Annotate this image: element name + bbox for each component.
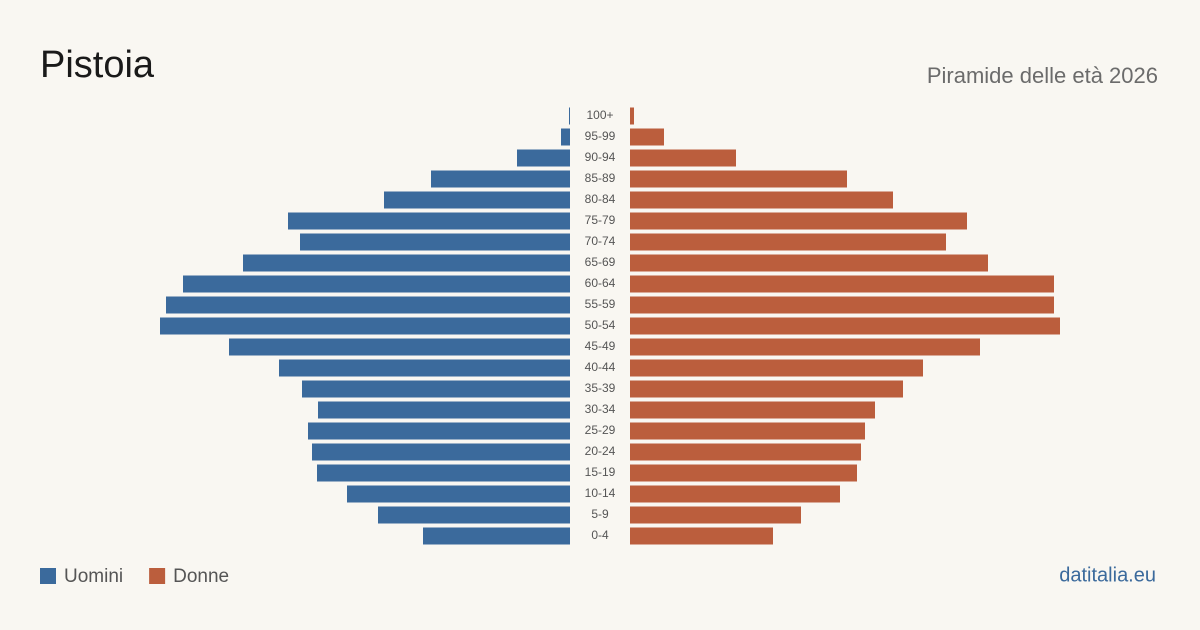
bar bbox=[302, 380, 570, 398]
age-label: 95-99 bbox=[585, 129, 616, 143]
bar bbox=[561, 128, 570, 146]
bar bbox=[347, 485, 570, 503]
bar bbox=[630, 128, 664, 146]
bar bbox=[423, 527, 570, 545]
bar bbox=[630, 380, 903, 398]
bar bbox=[630, 296, 1054, 314]
bar bbox=[630, 443, 861, 461]
bar bbox=[630, 233, 946, 251]
age-label: 45-49 bbox=[585, 339, 616, 353]
bar bbox=[630, 422, 865, 440]
bar bbox=[630, 359, 923, 377]
age-label: 55-59 bbox=[585, 297, 616, 311]
age-label: 40-44 bbox=[585, 360, 616, 374]
age-label: 20-24 bbox=[585, 444, 616, 458]
bar bbox=[630, 317, 1060, 335]
age-label: 65-69 bbox=[585, 255, 616, 269]
chart-title: Pistoia bbox=[40, 44, 155, 86]
bar bbox=[630, 275, 1054, 293]
bar bbox=[630, 401, 875, 419]
bar bbox=[630, 254, 988, 272]
age-label: 100+ bbox=[586, 108, 613, 122]
bar bbox=[569, 107, 570, 125]
age-label: 0-4 bbox=[591, 528, 609, 542]
bar bbox=[630, 527, 773, 545]
bar bbox=[318, 401, 570, 419]
bar bbox=[630, 107, 634, 125]
age-label: 50-54 bbox=[585, 318, 616, 332]
bar bbox=[630, 191, 893, 209]
bar bbox=[308, 422, 570, 440]
bar bbox=[630, 170, 847, 188]
legend-swatch bbox=[40, 568, 56, 584]
legend-swatch bbox=[149, 568, 166, 584]
legend-label: Donne bbox=[173, 566, 229, 587]
age-label: 80-84 bbox=[585, 192, 616, 206]
age-label: 30-34 bbox=[585, 402, 616, 416]
age-label: 5-9 bbox=[591, 507, 609, 521]
bar bbox=[166, 296, 570, 314]
age-label: 35-39 bbox=[585, 381, 616, 395]
age-label: 90-94 bbox=[585, 150, 616, 164]
bar bbox=[630, 338, 980, 356]
bar bbox=[384, 191, 570, 209]
bar bbox=[630, 149, 736, 167]
bar bbox=[300, 233, 570, 251]
bar bbox=[160, 317, 570, 335]
bar bbox=[279, 359, 570, 377]
age-label: 70-74 bbox=[585, 234, 616, 248]
age-label: 75-79 bbox=[585, 213, 616, 227]
bar bbox=[630, 485, 840, 503]
age-label: 25-29 bbox=[585, 423, 616, 437]
legend-label: Uomini bbox=[64, 566, 123, 587]
bar bbox=[378, 506, 570, 524]
bar bbox=[229, 338, 570, 356]
bar bbox=[517, 149, 570, 167]
bar bbox=[288, 212, 570, 230]
age-label: 60-64 bbox=[585, 276, 616, 290]
bar bbox=[317, 464, 570, 482]
bar bbox=[183, 275, 570, 293]
age-label: 10-14 bbox=[585, 486, 616, 500]
age-label: 85-89 bbox=[585, 171, 616, 185]
bar bbox=[431, 170, 570, 188]
bar bbox=[630, 212, 967, 230]
bar bbox=[243, 254, 570, 272]
bar bbox=[630, 506, 801, 524]
source: datitalia.eu bbox=[1059, 564, 1156, 586]
bar bbox=[312, 443, 570, 461]
bar bbox=[630, 464, 857, 482]
chart-subtitle: Piramide delle età 2026 bbox=[927, 63, 1158, 88]
age-label: 15-19 bbox=[585, 465, 616, 479]
